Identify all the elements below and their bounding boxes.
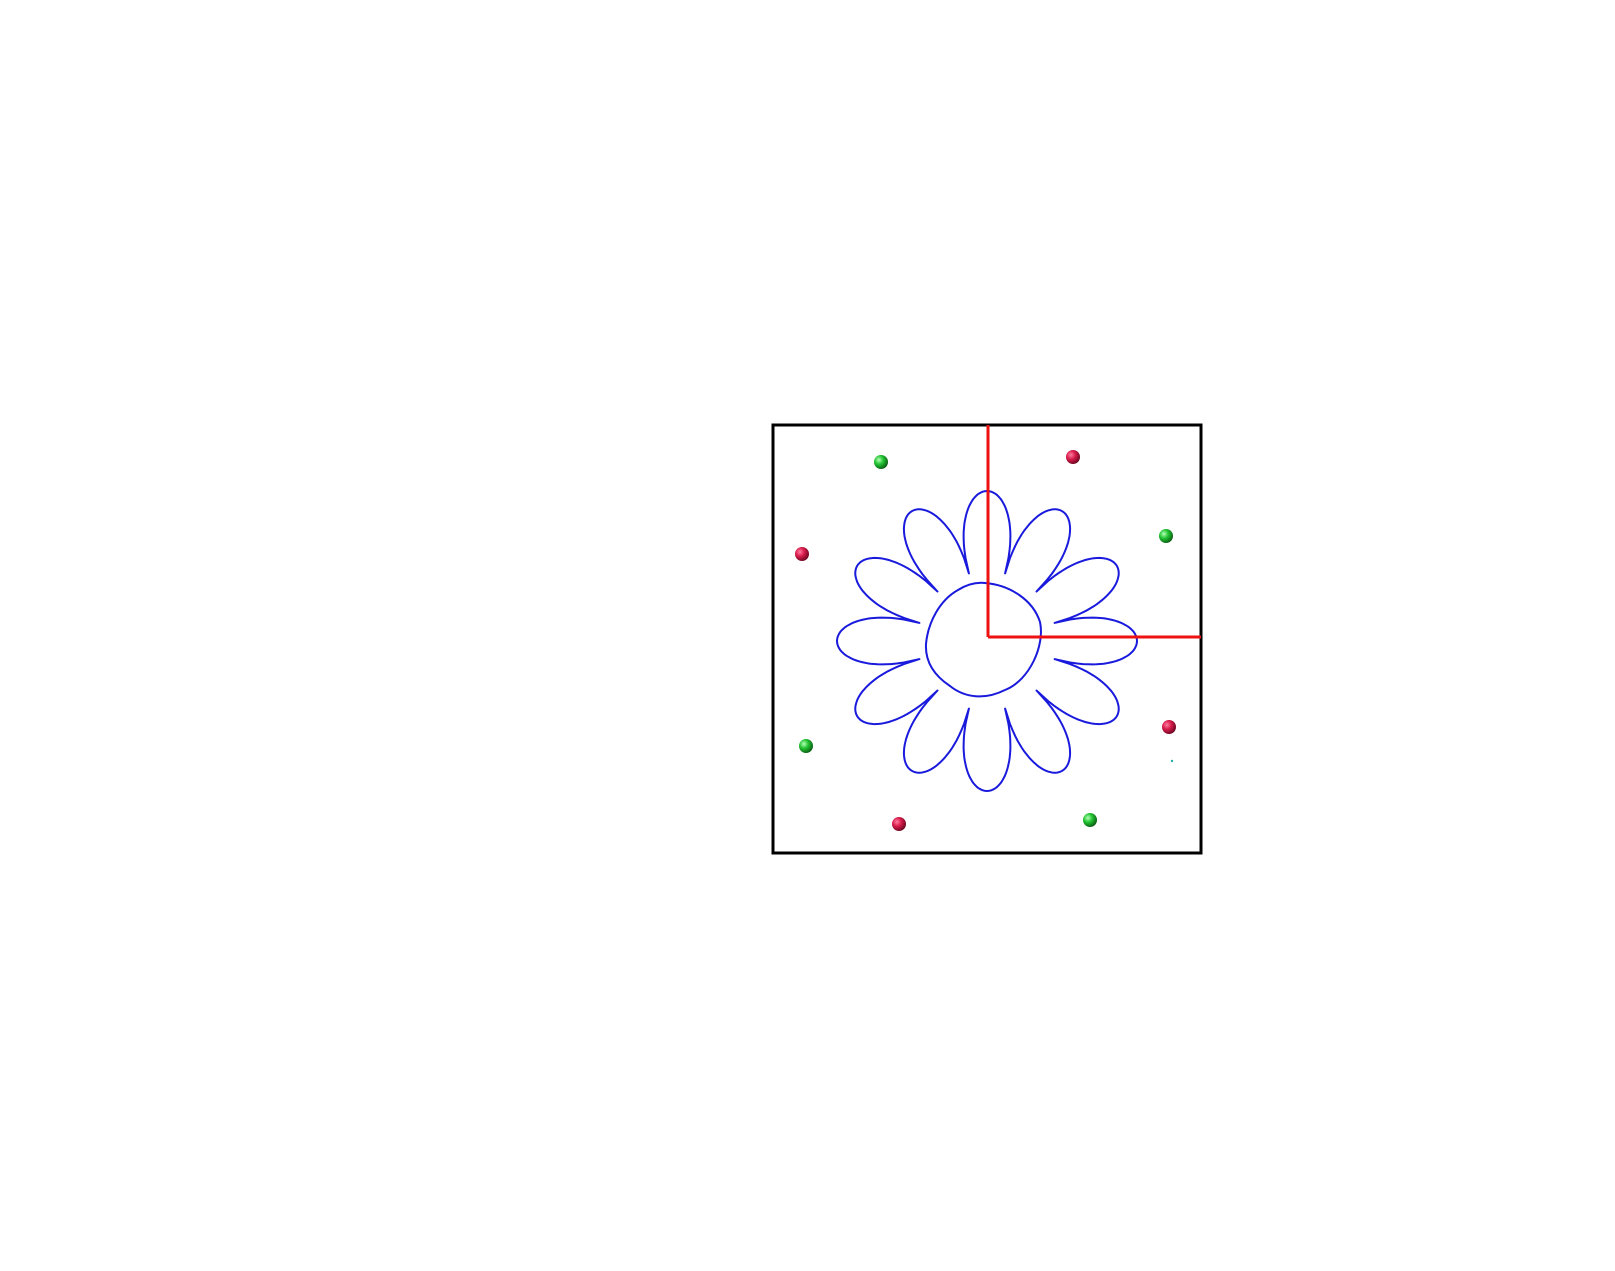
red-ball[interactable] xyxy=(1066,450,1080,464)
red-ball[interactable] xyxy=(1162,720,1176,734)
green-ball[interactable] xyxy=(799,739,813,753)
red-ball[interactable] xyxy=(892,817,906,831)
speck-dot xyxy=(1170,759,1174,763)
red-ball[interactable] xyxy=(795,547,809,561)
green-ball[interactable] xyxy=(874,455,888,469)
green-ball[interactable] xyxy=(1159,529,1173,543)
flower-outline xyxy=(836,490,1138,792)
flower-center-loop xyxy=(924,581,1042,698)
green-ball[interactable] xyxy=(1083,813,1097,827)
